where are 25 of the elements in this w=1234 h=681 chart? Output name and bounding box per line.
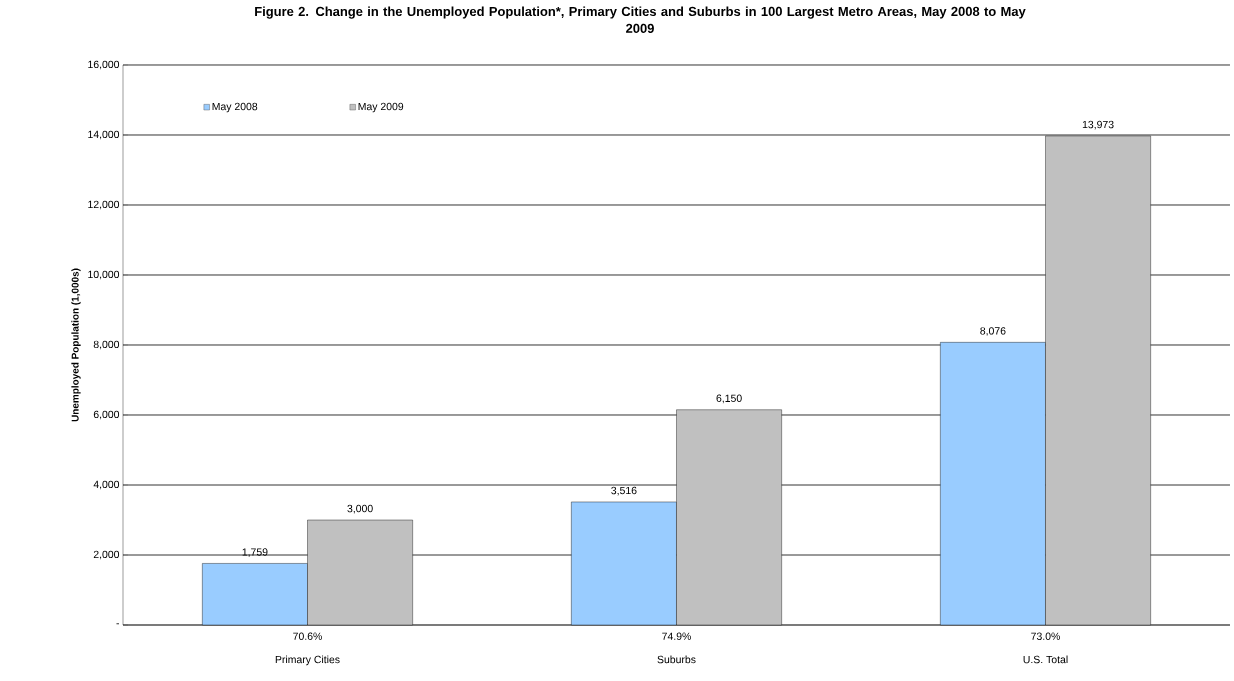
data-label: 3,516 bbox=[611, 486, 637, 496]
x-tick-label: U.S. Total bbox=[1023, 655, 1068, 664]
text: 74.9% bbox=[662, 632, 691, 640]
y-tick-label: 14,000 bbox=[88, 130, 120, 140]
data-label: 8,076 bbox=[980, 327, 1006, 336]
data-label: 1,759 bbox=[242, 548, 268, 557]
y-tick-label: 10,000 bbox=[88, 270, 120, 280]
y-tick-label: 6,000 bbox=[93, 410, 120, 420]
chart-title: Figure 2. Change in the Unemployed Population*, Primary Cities and Suburbs in 100 Largest Metro Areas, May 2008 to May 2009 bbox=[255, 6, 1026, 33]
y-tick-label: 2,000 bbox=[93, 550, 120, 560]
x-tick-label: Primary Cities bbox=[275, 655, 340, 666]
data-label: 3,000 bbox=[347, 504, 373, 514]
text: 70.6% bbox=[293, 632, 322, 640]
legend-label: May 2009 bbox=[358, 102, 404, 113]
data-label: 13,973 bbox=[1082, 120, 1114, 130]
y-axis-title: Unemployed Population (1,000s) bbox=[71, 268, 81, 422]
data-label: 6,150 bbox=[716, 394, 742, 404]
y-tick-label: - bbox=[116, 623, 120, 625]
x-tick-label: Suburbs bbox=[657, 655, 696, 664]
text: 73.0% bbox=[1031, 632, 1060, 640]
y-tick-label: 16,000 bbox=[88, 60, 120, 70]
y-tick-label: 8,000 bbox=[93, 340, 120, 350]
y-tick-label: 4,000 bbox=[93, 480, 120, 490]
legend-label: May 2008 bbox=[212, 102, 258, 113]
y-tick-label: 12,000 bbox=[88, 200, 120, 210]
